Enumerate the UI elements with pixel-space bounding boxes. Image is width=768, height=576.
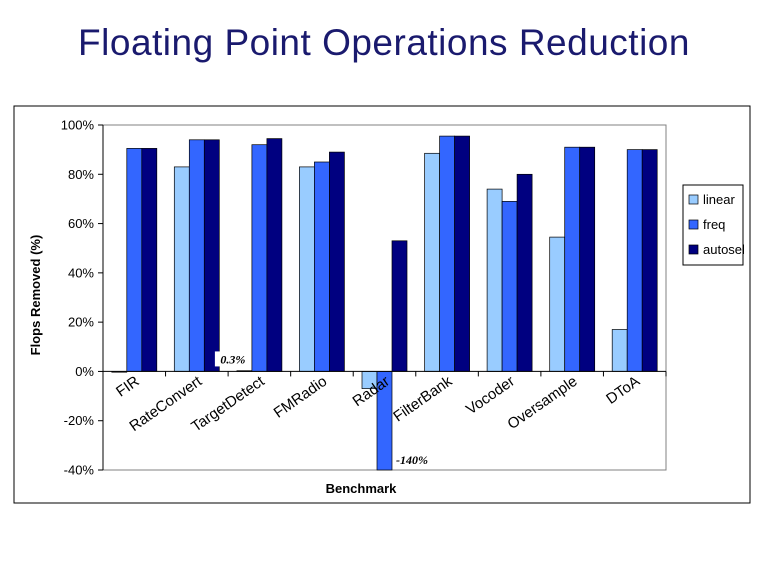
- bar-freq-DToA: [626, 149, 643, 372]
- y-tick-label: 60%: [68, 216, 94, 231]
- y-tick-label: 0%: [75, 364, 94, 379]
- bar-linear-Vocoder: [486, 188, 503, 372]
- annotation-background: [394, 453, 436, 468]
- annotation-label: -140%: [396, 453, 428, 467]
- slide-title: Floating Point Operations Reduction: [78, 22, 690, 63]
- bar-autosel-DToA: [641, 149, 658, 372]
- legend-label-autosel: autosel: [703, 242, 745, 257]
- bar-autosel-FIR: [141, 148, 158, 372]
- bar-autosel-FMRadio: [329, 151, 345, 372]
- bar-freq-TargetDetect: [251, 144, 268, 372]
- legend-swatch-autosel: [688, 244, 699, 255]
- legend-swatch-freq: [688, 219, 699, 230]
- y-tick-label: 20%: [68, 315, 94, 330]
- y-tick-label: -20%: [64, 413, 95, 428]
- annotations-group: 0.3% -140%: [214, 351, 436, 468]
- x-axis-title: Benchmark: [326, 481, 398, 496]
- annotation-label: 0.3%: [220, 352, 245, 366]
- bar-linear-Oversample: [549, 236, 566, 372]
- bar-linear-DToA: [611, 329, 628, 372]
- y-axis-title: Flops Removed (%): [28, 235, 43, 356]
- bar-autosel-FilterBank: [454, 135, 470, 372]
- y-tick-label: 80%: [68, 167, 94, 182]
- legend-swatch-linear: [688, 194, 699, 205]
- legend: linear freq autosel: [682, 184, 745, 266]
- legend-label-freq: freq: [703, 217, 725, 232]
- bar-autosel-Radar: [391, 240, 408, 372]
- bar-linear-FilterBank: [424, 152, 440, 372]
- bar-autosel-TargetDetect: [266, 138, 283, 372]
- bars-group: [111, 135, 658, 471]
- bar-freq-FIR: [126, 148, 143, 372]
- y-tick-label: 100%: [61, 118, 95, 133]
- bar-freq-RateConvert: [188, 139, 205, 372]
- bar-freq-FilterBank: [439, 135, 455, 372]
- bar-freq-Vocoder: [501, 201, 518, 372]
- y-tick-label: -40%: [64, 463, 95, 478]
- bar-freq-Oversample: [564, 146, 581, 372]
- bar-autosel-RateConvert: [203, 139, 220, 372]
- bar-freq-FMRadio: [314, 161, 330, 372]
- bar-autosel-Oversample: [579, 146, 596, 372]
- annotation-background: [214, 351, 251, 367]
- bar-linear-FMRadio: [299, 166, 315, 372]
- bar-linear-RateConvert: [173, 166, 190, 372]
- y-tick-label: 40%: [68, 265, 94, 280]
- legend-label-linear: linear: [703, 192, 735, 207]
- bar-autosel-Vocoder: [516, 173, 533, 372]
